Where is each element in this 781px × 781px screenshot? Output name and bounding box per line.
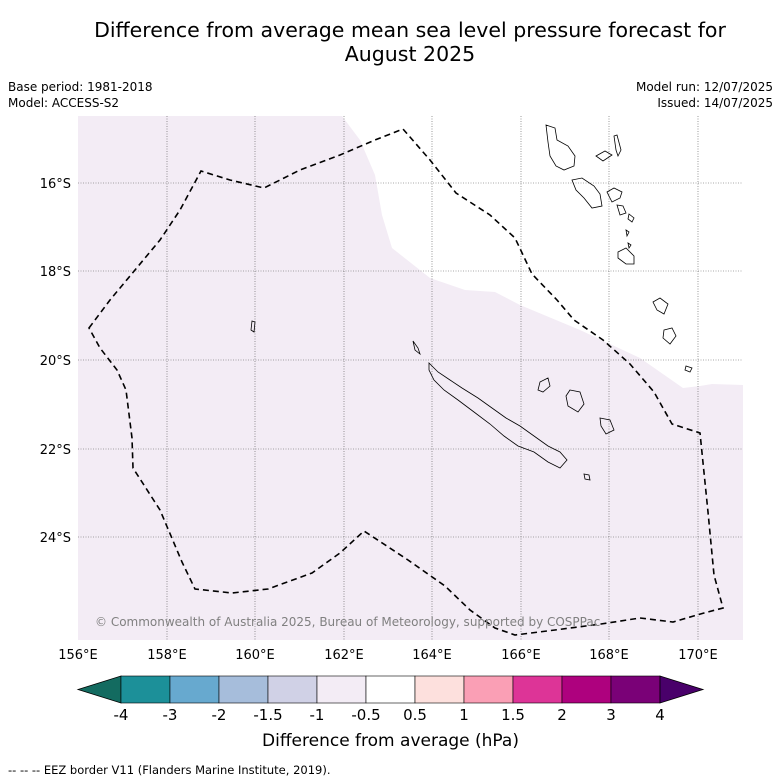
colorbar-tick-label: -3 (163, 706, 178, 724)
title-line-1: Difference from average mean sea level p… (94, 18, 726, 42)
lon-label: 158°E (147, 648, 187, 663)
eez-border (88, 128, 724, 636)
colorbar-segment (463, 675, 514, 704)
colorbar-tick-label: 4 (655, 706, 665, 724)
colorbar-label: Difference from average (hPa) (262, 731, 519, 751)
copyright-text: © Commonwealth of Australia 2025, Bureau… (95, 615, 600, 629)
meta-right: Model run: 12/07/2025 Issued: 14/07/2025 (636, 79, 773, 111)
colorbar-tick-label: 1 (459, 706, 469, 724)
colorbar-tick-label: -2 (212, 706, 227, 724)
model-name: Model: ACCESS-S2 (8, 96, 120, 110)
colorbar-extend-high (659, 675, 705, 704)
shaded-region (78, 116, 743, 640)
vanuatu-coast (545, 124, 576, 171)
colorbar-segment (169, 675, 220, 704)
colorbar-tick-label: -1.5 (253, 706, 282, 724)
colorbar-segment (267, 675, 318, 704)
lon-label: 168°E (589, 648, 629, 663)
coastlines (250, 124, 693, 481)
colorbar-ticks: -4 -3 -2 -1.5 -1 -0.5 0.5 1 1.5 2 3 4 (114, 706, 665, 724)
lon-label: 156°E (58, 648, 98, 663)
colorbar-tick-label: 2 (557, 706, 567, 724)
eez-legend-note: -- -- -- EEZ border V11 (Flanders Marine… (8, 763, 331, 777)
colorbar-tick-label: -0.5 (351, 706, 380, 724)
colorbar-segment (561, 675, 612, 704)
colorbar-segment (120, 675, 171, 704)
new-caledonia-coast (428, 362, 568, 469)
lat-label: 16°S (40, 177, 71, 192)
model-run: Model run: 12/07/2025 (635, 80, 773, 94)
colorbar-tick-label: 1.5 (501, 706, 525, 724)
lat-axis-labels: 16°S 18°S 20°S 22°S 24°S (40, 177, 71, 546)
colorbar-tick-label: 0.5 (403, 706, 427, 724)
colorbar-segment (414, 675, 465, 704)
colorbar-segment (316, 675, 367, 704)
gridlines (78, 116, 743, 640)
issued-date: Issued: 14/07/2025 (657, 96, 773, 110)
lat-label: 22°S (40, 443, 71, 458)
title-line-2: August 2025 (344, 42, 476, 66)
lon-label: 160°E (235, 648, 275, 663)
colorbar-tick-label: 3 (606, 706, 616, 724)
chart-title: Difference from average mean sea level p… (40, 18, 780, 66)
colorbar-tick-label: -1 (310, 706, 325, 724)
colorbar (76, 675, 705, 704)
colorbar-tick-label: -4 (114, 706, 129, 724)
colorbar-segment (365, 675, 416, 704)
lon-label: 164°E (412, 648, 452, 663)
colorbar-segment (512, 675, 563, 704)
lon-axis-labels: 156°E 158°E 160°E 162°E 164°E 166°E 168°… (58, 648, 718, 663)
colorbar-segment (610, 675, 661, 704)
meta-left: Base period: 1981-2018 Model: ACCESS-S2 (8, 79, 153, 111)
lat-label: 20°S (40, 354, 71, 369)
lon-label: 162°E (324, 648, 364, 663)
colorbar-extend-low (76, 675, 122, 704)
base-period: Base period: 1981-2018 (8, 80, 153, 94)
lat-label: 24°S (40, 531, 71, 546)
colorbar-segment (218, 675, 269, 704)
lon-label: 166°E (501, 648, 541, 663)
lon-label: 170°E (678, 648, 718, 663)
lat-label: 18°S (40, 265, 71, 280)
